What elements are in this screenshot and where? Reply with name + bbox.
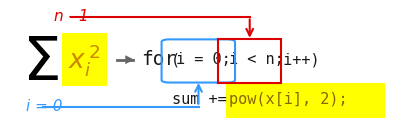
Text: i < n;: i < n; — [229, 52, 283, 67]
FancyBboxPatch shape — [226, 83, 385, 118]
Text: (: ( — [171, 52, 180, 67]
Text: i = 0: i = 0 — [26, 99, 62, 114]
Text: pow(x[i], 2);: pow(x[i], 2); — [229, 92, 347, 107]
Text: $\Sigma$: $\Sigma$ — [22, 34, 59, 93]
Text: i = 0;: i = 0; — [176, 52, 231, 67]
Text: n - 1: n - 1 — [54, 9, 88, 24]
Text: sum +=: sum += — [172, 92, 236, 107]
FancyBboxPatch shape — [62, 33, 107, 86]
Text: $x_i^{\,2}$: $x_i^{\,2}$ — [68, 42, 100, 78]
Text: for: for — [141, 50, 176, 69]
Text: i++): i++) — [274, 52, 320, 67]
